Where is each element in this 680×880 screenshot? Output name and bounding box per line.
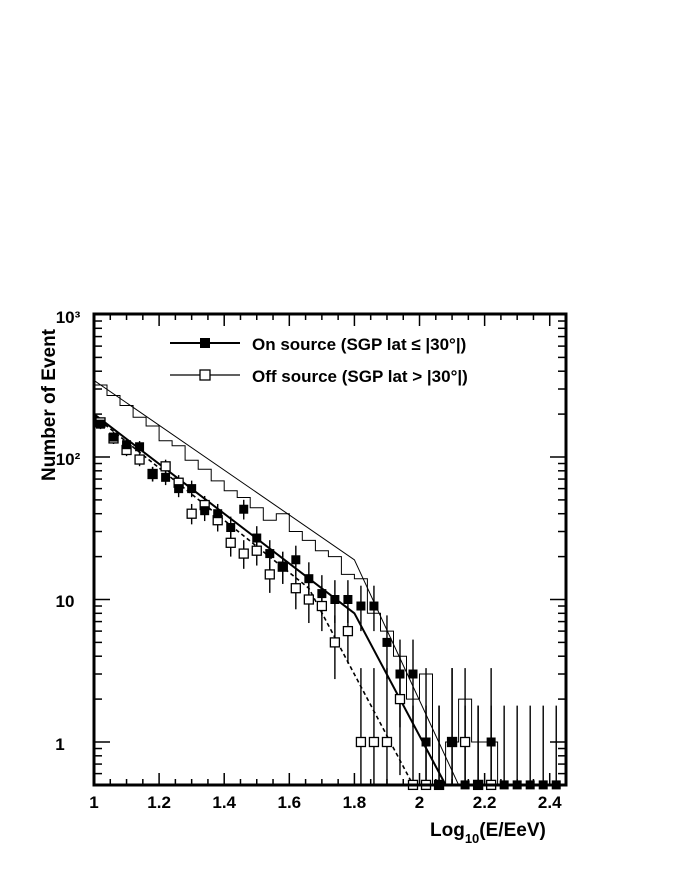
- on-source-point-4: [148, 469, 158, 479]
- off-source-point-15: [290, 583, 301, 594]
- y-tick-label-10: 10: [56, 592, 75, 611]
- y-axis-title: Number of Event: [39, 328, 60, 481]
- thin-fit-line: [93, 379, 460, 786]
- off-source-point-23: [394, 693, 406, 705]
- off-source-point-28: [459, 736, 471, 748]
- on-source-point-30: [486, 737, 496, 747]
- x-axis-title: Log10(E/EeV): [430, 820, 546, 846]
- on-source-point-10: [226, 523, 236, 533]
- on-source-point-11: [239, 504, 249, 514]
- on-source-point-20: [356, 601, 366, 611]
- x-tick-label: 1.2: [147, 793, 171, 812]
- on-source-point-23: [395, 669, 405, 679]
- y-tick-label-1: 1: [55, 735, 64, 754]
- on-source-point-0: [96, 419, 106, 429]
- on-source-point-1: [109, 432, 119, 442]
- on-source-point-8: [200, 506, 210, 516]
- on-source-point-22: [382, 637, 392, 647]
- on-source-point-14: [278, 562, 288, 572]
- on-source-point-16: [304, 574, 314, 584]
- on-source-point-6: [174, 484, 184, 494]
- on-source-fit-line: [93, 413, 447, 786]
- off-source-point-20: [355, 736, 367, 748]
- off-source-point-13: [264, 569, 275, 580]
- on-source-point-24: [408, 669, 418, 679]
- on-source-point-15: [291, 555, 301, 565]
- off-source-point-7: [186, 508, 197, 519]
- x-tick-label: 2.4: [538, 793, 562, 812]
- plot-content: [93, 379, 561, 791]
- y-tick-label-100: 10²: [56, 450, 81, 469]
- legend-off-label: Off source (SGP lat > |30°|): [252, 367, 468, 386]
- on-source-point-13: [265, 549, 275, 559]
- on-source-point-19: [343, 595, 353, 604]
- on-source-point-17: [317, 589, 327, 599]
- on-source-point-9: [213, 509, 223, 519]
- off-source-point-12: [251, 545, 262, 556]
- on-source-point-12: [252, 533, 262, 543]
- x-tick-label: 1: [89, 793, 98, 812]
- on-source-point-18: [330, 595, 340, 604]
- legend-off-marker: [199, 369, 211, 381]
- legend-on-marker: [200, 338, 210, 348]
- on-source-point-21: [369, 601, 379, 611]
- off-source-point-19: [342, 625, 354, 637]
- off-source-point-18: [329, 637, 341, 648]
- off-source-point-5: [160, 461, 171, 472]
- off-source-point-21: [368, 736, 380, 748]
- x-tick-label: 1.8: [343, 793, 367, 812]
- off-source-point-22: [381, 736, 393, 748]
- off-source-point-3: [134, 454, 145, 465]
- x-axis-title-sub: 10: [465, 831, 479, 846]
- on-source-point-3: [135, 442, 145, 452]
- on-source-point-2: [122, 440, 132, 450]
- legend: On source (SGP lat ≤ |30°|) Off source (…: [170, 335, 468, 386]
- axes-frame: 1 1.2 1.4 1.6 1.8 2 2.2 2.4: [89, 312, 568, 812]
- x-tick-label: 2: [415, 793, 424, 812]
- off-source-point-11: [238, 548, 249, 559]
- x-tick-label: 2.2: [473, 793, 497, 812]
- off-source-point-16: [303, 594, 314, 605]
- on-source-point-27: [447, 737, 457, 747]
- x-axis-title-main: Log: [430, 820, 465, 841]
- off-source-point-10: [225, 537, 236, 548]
- y-tick-label-1000: 10³: [56, 308, 81, 327]
- x-tick-label: 1.4: [212, 793, 236, 812]
- on-source-point-25: [421, 737, 431, 747]
- off-source-histogram: [94, 384, 511, 786]
- on-source-point-5: [161, 472, 171, 482]
- plot-frame: [92, 312, 568, 787]
- legend-on-label: On source (SGP lat ≤ |30°|): [252, 335, 466, 354]
- off-source-fit-line: [93, 415, 414, 786]
- on-source-point-7: [187, 484, 197, 494]
- x-axis-title-rest: (E/EeV): [479, 820, 546, 841]
- x-tick-label: 1.6: [277, 793, 301, 812]
- off-source-point-17: [316, 600, 328, 612]
